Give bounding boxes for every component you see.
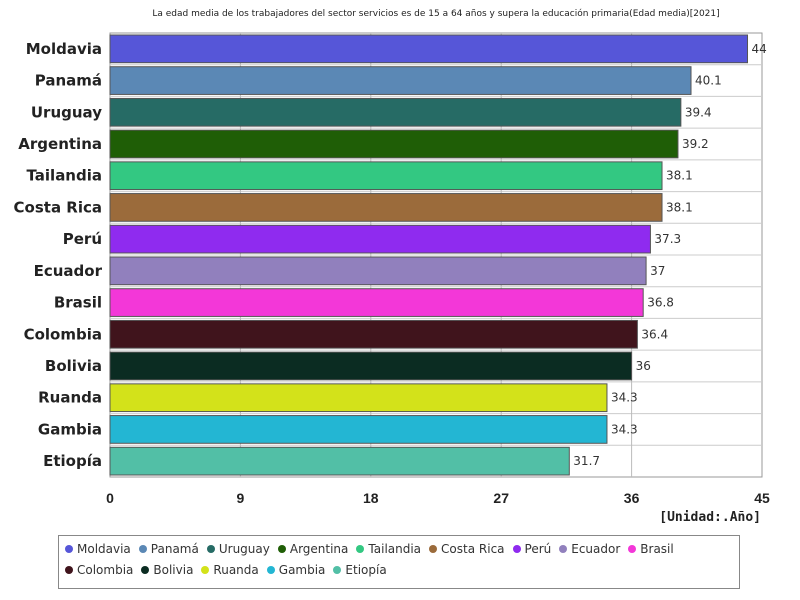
legend-label: Tailandia (368, 542, 422, 556)
value-label: 37.3 (654, 232, 681, 246)
x-tick-label: 0 (106, 490, 114, 506)
legend-marker-icon (628, 545, 637, 553)
legend-item: Tailandia (356, 542, 421, 556)
unit-label: [Unidad:.Año] (659, 510, 761, 525)
bar-argentina (109, 129, 679, 159)
value-label: 34.3 (611, 422, 638, 436)
legend-marker-icon (201, 566, 210, 574)
x-axis-ticks: 0 9 18 27 36 45 (106, 490, 770, 506)
value-label: 44 (752, 42, 767, 56)
chart-title: La edad media de los trabajadores del se… (152, 8, 719, 19)
legend-marker-icon (512, 545, 521, 553)
bar-tailandia (109, 161, 663, 191)
legend-marker-icon (266, 566, 275, 574)
value-label: 36 (636, 359, 651, 373)
bar-ecuador (109, 256, 647, 286)
bar-panamá (109, 66, 692, 95)
category-label: Colombia (24, 325, 102, 343)
legend-label: Panamá (150, 542, 199, 556)
legend-label: Uruguay (218, 542, 270, 556)
category-labels: Moldavia Panamá Uruguay Argentina Tailandia C… (14, 40, 103, 470)
legend-label: Ecuador (571, 542, 621, 556)
bar-ruanda (109, 383, 608, 413)
category-label: Argentina (18, 135, 102, 153)
category-label: Perú (63, 230, 102, 248)
category-label: Uruguay (31, 103, 102, 121)
bar-gambia (109, 415, 608, 444)
legend-label: Etiopía (345, 563, 387, 577)
category-label: Brasil (54, 294, 102, 312)
legend-item: Brasil (628, 542, 674, 556)
x-tick-label: 18 (363, 490, 379, 506)
legend-label: Costa Rica (441, 542, 505, 556)
value-label: 36.4 (641, 327, 668, 341)
legend-label: Ruanda (213, 563, 259, 577)
legend-marker-icon (141, 566, 150, 574)
legend-item: Etiopía (333, 563, 387, 577)
category-label: Ecuador (34, 262, 103, 280)
x-tick-label: 45 (754, 490, 770, 506)
value-label: 36.8 (647, 296, 674, 310)
legend-item: Perú (512, 542, 552, 556)
legend-marker-icon (277, 545, 286, 553)
bar-brasil (109, 288, 644, 317)
value-label: 40.1 (695, 74, 722, 88)
value-label: 31.7 (573, 454, 600, 468)
bar-perú (109, 224, 651, 254)
legend-item: Moldavia (65, 542, 131, 556)
legend-item: Costa Rica (429, 542, 505, 556)
bar-costa-rica (109, 193, 663, 222)
category-label: Costa Rica (14, 198, 102, 216)
legend-label: Moldavia (77, 542, 131, 556)
legend-label: Argentina (289, 542, 349, 556)
value-label: 39.4 (685, 105, 712, 119)
legend-item: Colombia (65, 563, 133, 577)
value-label: 38.1 (666, 200, 693, 214)
legend-marker-icon (65, 566, 73, 574)
category-label: Bolivia (45, 357, 102, 375)
legend-item: Ruanda (201, 563, 259, 577)
legend-marker-icon (206, 545, 215, 553)
value-label: 37 (650, 264, 665, 278)
value-label: 39.2 (682, 137, 709, 151)
legend-label: Gambia (278, 563, 326, 577)
legend-label: Colombia (77, 563, 134, 577)
legend-marker-icon (429, 545, 438, 553)
legend: Moldavia Panamá Uruguay Argentina Tailandia C… (58, 535, 740, 589)
legend-marker-icon (559, 545, 568, 553)
legend-label: Brasil (640, 542, 674, 556)
bar-bolivia (109, 351, 633, 381)
legend-marker-icon (65, 545, 73, 553)
legend-marker-icon (138, 545, 147, 553)
bar-colombia (109, 319, 638, 349)
bar-uruguay (109, 97, 682, 127)
category-label: Gambia (38, 420, 102, 438)
category-label: Moldavia (26, 40, 102, 58)
x-tick-label: 9 (237, 490, 245, 506)
category-label: Etiopía (43, 452, 102, 470)
legend-item: Ecuador (559, 542, 620, 556)
legend-marker-icon (356, 545, 365, 553)
category-label: Panamá (35, 72, 102, 90)
value-label: 38.1 (666, 169, 693, 183)
legend-marker-icon (333, 566, 342, 574)
legend-label: Bolivia (153, 563, 194, 577)
bar-etiopía (109, 446, 570, 476)
bar-moldavia (109, 34, 749, 64)
bars (109, 34, 749, 476)
legend-item: Argentina (277, 542, 349, 556)
data-labels: 44 40.1 39.4 39.2 38.1 38.1 37.3 37 36.8 36.4 36 34… (573, 42, 766, 468)
category-label: Ruanda (38, 389, 102, 407)
legend-label: Perú (524, 542, 552, 556)
value-label: 34.3 (611, 391, 638, 405)
legend-item: Uruguay (206, 542, 270, 556)
legend-item: Panamá (138, 542, 199, 556)
x-tick-label: 36 (624, 490, 640, 506)
legend-item: Bolivia (141, 563, 193, 577)
category-label: Tailandia (26, 167, 102, 185)
legend-item: Gambia (266, 563, 326, 577)
x-tick-label: 27 (493, 490, 509, 506)
